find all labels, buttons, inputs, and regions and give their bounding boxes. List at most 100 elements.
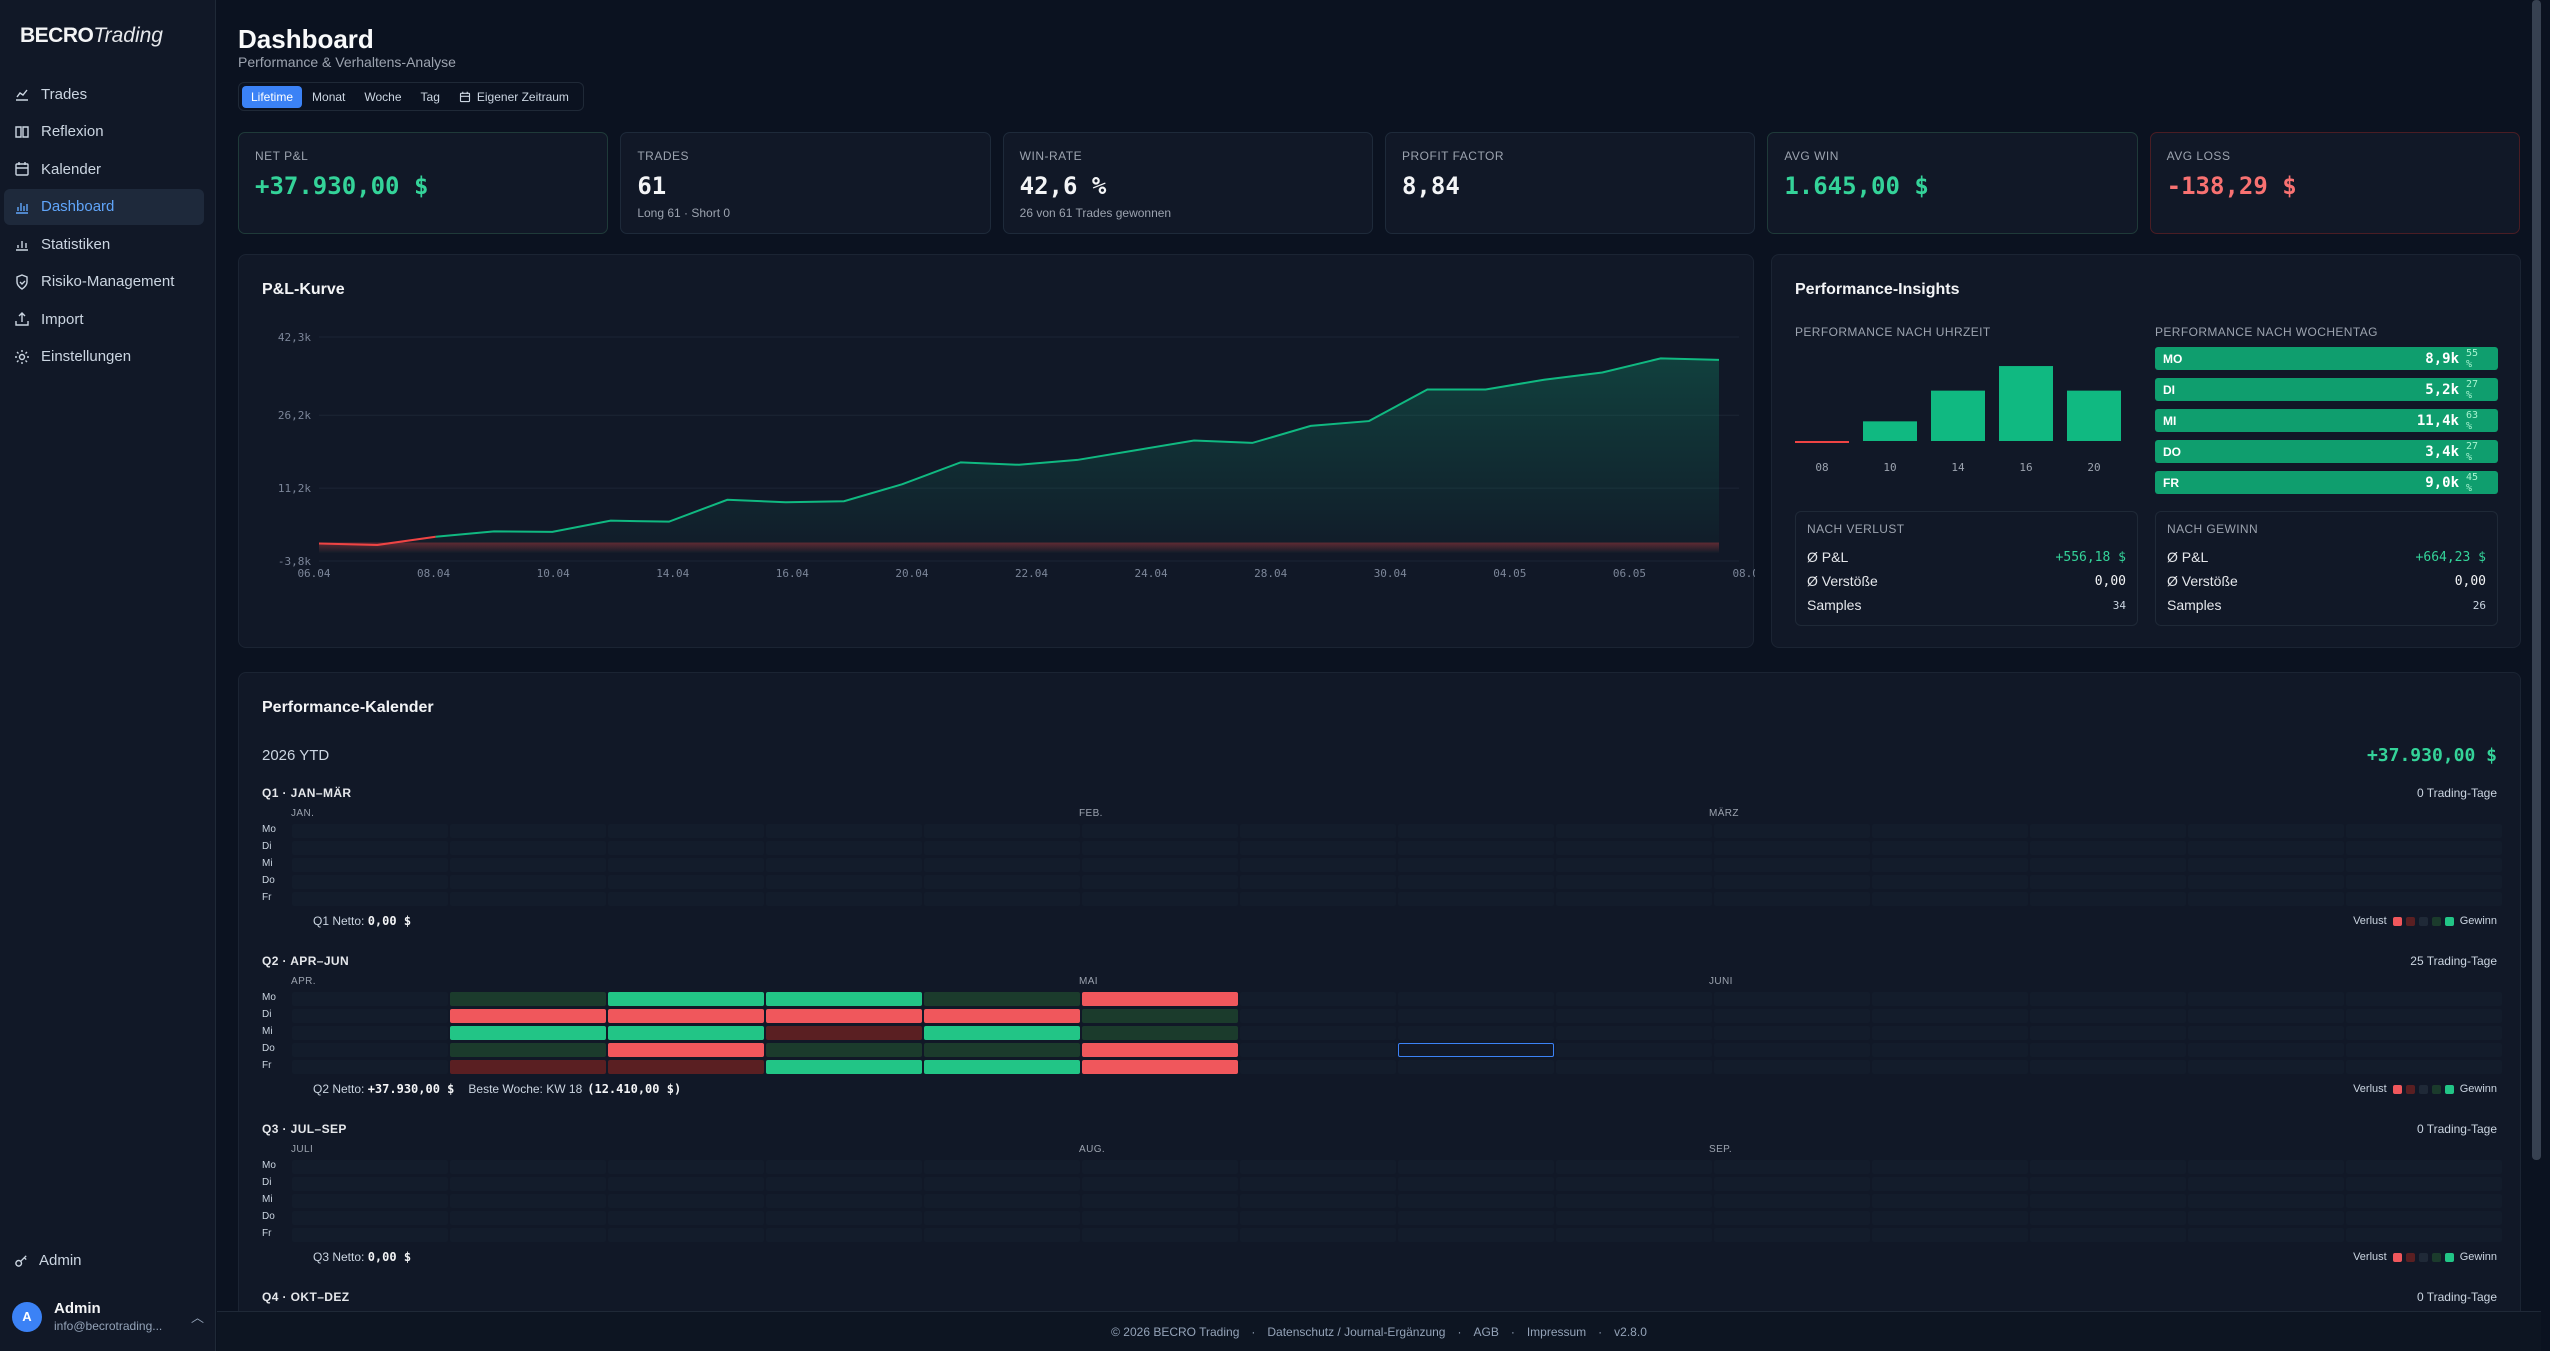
calendar-cell[interactable] <box>1082 1060 1238 1074</box>
calendar-cell[interactable] <box>1714 1228 1870 1242</box>
calendar-cell[interactable] <box>766 1060 922 1074</box>
calendar-cell[interactable] <box>924 875 1080 889</box>
calendar-cell[interactable] <box>1398 875 1554 889</box>
calendar-cell[interactable] <box>1398 1177 1554 1191</box>
calendar-cell[interactable] <box>450 992 606 1006</box>
calendar-cell[interactable] <box>1556 1228 1712 1242</box>
calendar-cell[interactable] <box>292 858 448 872</box>
calendar-cell[interactable] <box>1240 1160 1396 1174</box>
calendar-cell[interactable] <box>1398 1228 1554 1242</box>
calendar-cell[interactable] <box>292 892 448 906</box>
calendar-cell[interactable] <box>1872 1194 2028 1208</box>
calendar-cell[interactable] <box>608 1026 764 1040</box>
calendar-cell[interactable] <box>1714 992 1870 1006</box>
calendar-cell[interactable] <box>1872 858 2028 872</box>
sidebar-item-import[interactable]: Import <box>4 301 204 337</box>
calendar-cell[interactable] <box>450 1060 606 1074</box>
calendar-cell[interactable] <box>1872 1026 2028 1040</box>
calendar-cell[interactable] <box>1714 1026 1870 1040</box>
calendar-cell[interactable] <box>2346 875 2502 889</box>
calendar-cell[interactable] <box>1082 1009 1238 1023</box>
calendar-cell[interactable] <box>1556 1177 1712 1191</box>
calendar-cell[interactable] <box>1082 892 1238 906</box>
calendar-cell[interactable] <box>766 1211 922 1225</box>
calendar-cell[interactable] <box>2030 892 2186 906</box>
calendar-cell[interactable] <box>1556 1009 1712 1023</box>
calendar-cell[interactable] <box>450 1026 606 1040</box>
calendar-cell[interactable] <box>1398 1043 1554 1057</box>
calendar-cell[interactable] <box>450 892 606 906</box>
calendar-cell[interactable] <box>1082 824 1238 838</box>
calendar-cell[interactable] <box>1556 824 1712 838</box>
calendar-cell[interactable] <box>608 1160 764 1174</box>
calendar-cell[interactable] <box>1398 1211 1554 1225</box>
calendar-cell[interactable] <box>1398 858 1554 872</box>
calendar-cell[interactable] <box>2188 1228 2344 1242</box>
calendar-cell[interactable] <box>1240 1228 1396 1242</box>
calendar-cell[interactable] <box>1082 841 1238 855</box>
sidebar-item-kalender[interactable]: Kalender <box>4 151 204 187</box>
calendar-cell[interactable] <box>450 875 606 889</box>
calendar-cell[interactable] <box>2030 1194 2186 1208</box>
calendar-cell[interactable] <box>292 1043 448 1057</box>
calendar-cell[interactable] <box>2346 1228 2502 1242</box>
sidebar-item-risiko-management[interactable]: Risiko-Management <box>4 264 204 300</box>
calendar-cell[interactable] <box>2346 1211 2502 1225</box>
calendar-cell[interactable] <box>292 1160 448 1174</box>
calendar-cell[interactable] <box>1240 1211 1396 1225</box>
calendar-cell[interactable] <box>924 1160 1080 1174</box>
calendar-cell[interactable] <box>1872 1043 2028 1057</box>
calendar-cell[interactable] <box>2346 1177 2502 1191</box>
calendar-cell[interactable] <box>1240 892 1396 906</box>
calendar-cell[interactable] <box>924 1177 1080 1191</box>
calendar-cell[interactable] <box>2188 1160 2344 1174</box>
calendar-cell[interactable] <box>1398 892 1554 906</box>
calendar-cell[interactable] <box>450 1194 606 1208</box>
calendar-cell[interactable] <box>450 1043 606 1057</box>
calendar-cell[interactable] <box>608 824 764 838</box>
chevron-up-icon[interactable]: ︿ <box>190 1310 204 1325</box>
calendar-cell[interactable] <box>924 1228 1080 1242</box>
calendar-cell[interactable] <box>1872 1211 2028 1225</box>
calendar-cell[interactable] <box>292 824 448 838</box>
calendar-cell[interactable] <box>608 1060 764 1074</box>
calendar-cell[interactable] <box>2188 841 2344 855</box>
calendar-cell[interactable] <box>1240 1060 1396 1074</box>
calendar-cell[interactable] <box>924 1009 1080 1023</box>
calendar-cell[interactable] <box>1398 824 1554 838</box>
calendar-cell[interactable] <box>608 1194 764 1208</box>
calendar-cell[interactable] <box>450 824 606 838</box>
calendar-cell[interactable] <box>608 992 764 1006</box>
calendar-cell[interactable] <box>1398 1009 1554 1023</box>
sidebar-item-reflexion[interactable]: Reflexion <box>4 114 204 150</box>
calendar-cell[interactable] <box>924 858 1080 872</box>
calendar-cell[interactable] <box>2346 1043 2502 1057</box>
calendar-cell[interactable] <box>292 1194 448 1208</box>
range-tag[interactable]: Tag <box>420 89 440 104</box>
calendar-cell[interactable] <box>2188 892 2344 906</box>
calendar-cell[interactable] <box>1240 841 1396 855</box>
calendar-cell[interactable] <box>1082 1211 1238 1225</box>
calendar-cell[interactable] <box>1714 1194 1870 1208</box>
calendar-cell[interactable] <box>292 841 448 855</box>
calendar-cell[interactable] <box>1872 824 2028 838</box>
calendar-cell[interactable] <box>1240 824 1396 838</box>
calendar-cell[interactable] <box>2030 1177 2186 1191</box>
calendar-cell[interactable] <box>2188 1211 2344 1225</box>
calendar-cell[interactable] <box>2188 1177 2344 1191</box>
calendar-cell[interactable] <box>2188 1009 2344 1023</box>
range-custom[interactable]: Eigener Zeitraum <box>450 86 579 108</box>
calendar-cell[interactable] <box>1240 1026 1396 1040</box>
calendar-cell[interactable] <box>608 1177 764 1191</box>
range-monat[interactable]: Monat <box>312 89 346 104</box>
calendar-cell[interactable] <box>292 1009 448 1023</box>
calendar-cell[interactable] <box>1240 1194 1396 1208</box>
calendar-cell[interactable] <box>1872 892 2028 906</box>
user-menu[interactable]: A Admin info@becrotrading... ︿ <box>12 1300 204 1333</box>
calendar-cell[interactable] <box>1714 858 1870 872</box>
calendar-cell[interactable] <box>2188 1026 2344 1040</box>
range-lifetime[interactable]: Lifetime <box>242 85 303 108</box>
calendar-cell[interactable] <box>2188 1194 2344 1208</box>
calendar-cell[interactable] <box>1082 875 1238 889</box>
calendar-cell[interactable] <box>1398 1060 1554 1074</box>
